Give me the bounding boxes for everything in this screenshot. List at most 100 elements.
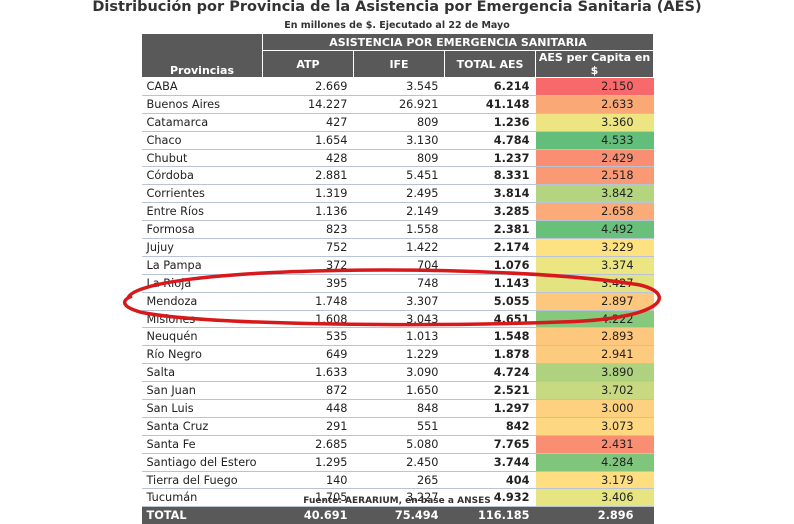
per-capita-value: 4.533 — [535, 131, 654, 150]
total-aes-value: 1.143 — [493, 276, 530, 290]
per-capita-value: 3.842 — [535, 184, 654, 203]
table-row: La Rioja 395 748 1.143 3.427 — [141, 274, 654, 293]
atp-value: 427 — [325, 115, 348, 129]
province-name: Chubut — [146, 151, 188, 165]
ife-value: 1.229 — [406, 348, 439, 362]
per-capita-value: 2.893 — [535, 327, 654, 346]
table-row: Neuquén 535 1.013 1.548 2.893 — [141, 327, 654, 346]
table-row: Entre Ríos 1.136 2.149 3.285 2.658 — [141, 202, 654, 221]
total-per-capita: 2.896 — [535, 506, 654, 524]
atp-value: 1.654 — [315, 133, 348, 147]
table-row: Buenos Aires 14.227 26.921 41.148 2.633 — [141, 95, 654, 114]
per-capita-value: 2.941 — [535, 345, 654, 364]
per-capita-value: 2.150 — [535, 77, 654, 96]
province-name: Catamarca — [146, 115, 209, 129]
per-capita-value: 2.897 — [535, 292, 654, 311]
ife-value: 3.043 — [406, 312, 439, 326]
per-capita-value: 2.518 — [535, 166, 654, 185]
atp-value: 649 — [325, 348, 348, 362]
total-aes-value: 4.651 — [493, 312, 530, 326]
atp-value: 291 — [325, 419, 348, 433]
ife-value: 1.013 — [406, 330, 439, 344]
province-name: Santa Cruz — [146, 419, 209, 433]
total-aes-value: 3.744 — [493, 455, 530, 469]
atp-value: 428 — [325, 151, 348, 165]
table-row: Jujuy 752 1.422 2.174 3.229 — [141, 238, 654, 257]
per-capita-value: 2.633 — [535, 95, 654, 114]
table-row: Corrientes 1.319 2.495 3.814 3.842 — [141, 184, 654, 203]
ife-value: 809 — [416, 151, 439, 165]
table-row: Mendoza 1.748 3.307 5.055 2.897 — [141, 292, 654, 311]
province-name: La Pampa — [146, 258, 202, 272]
atp-value: 1.705 — [315, 491, 348, 505]
table-row: Misiones 1.608 3.043 4.651 4.222 — [141, 310, 654, 328]
total-aes-value: 1.548 — [493, 330, 530, 344]
total-aes-value: 1.878 — [493, 348, 530, 362]
per-capita-value: 4.284 — [535, 453, 654, 472]
atp-value: 1.748 — [315, 294, 348, 308]
per-capita-value: 3.374 — [535, 256, 654, 275]
ife-value: 3.545 — [406, 79, 439, 93]
per-capita-value: 2.429 — [535, 149, 654, 167]
atp-value: 14.227 — [307, 97, 348, 111]
report-title: Distribución por Provincia de la Asisten… — [92, 0, 702, 15]
province-name: Misiones — [146, 312, 196, 326]
total-aes-value: 3.814 — [493, 187, 530, 201]
report-subtitle: En millones de $. Ejecutado al 22 de May… — [284, 20, 510, 31]
table-row: La Pampa 372 704 1.076 3.374 — [141, 256, 654, 275]
table-row: San Luis 448 848 1.297 3.000 — [141, 399, 654, 418]
atp-value: 1.633 — [315, 366, 348, 380]
table-row: Santa Fe 2.685 5.080 7.765 2.431 — [141, 435, 654, 454]
total-aes-value: 4.932 — [493, 491, 530, 505]
atp-value: 2.669 — [315, 79, 348, 93]
atp-value: 535 — [325, 330, 348, 344]
per-capita-value: 3.406 — [535, 488, 654, 507]
province-name: San Juan — [146, 384, 196, 398]
ife-value: 3.090 — [406, 366, 439, 380]
province-name: Córdoba — [146, 169, 194, 183]
source-note: Fuente: AERARIUM, en base a ANSES — [303, 496, 491, 506]
per-capita-value: 4.222 — [535, 310, 654, 328]
ife-value: 3.130 — [406, 133, 439, 147]
header-atp: ATP — [262, 50, 354, 78]
province-name: Salta — [146, 366, 176, 380]
atp-value: 448 — [325, 401, 348, 415]
per-capita-value: 3.427 — [535, 274, 654, 293]
per-capita-value: 3.179 — [535, 471, 654, 489]
province-name: Tucumán — [146, 491, 198, 505]
atp-value: 872 — [325, 384, 348, 398]
ife-value: 704 — [416, 258, 439, 272]
total-aes-value: 1.237 — [493, 151, 530, 165]
total-aes-value: 2.521 — [493, 384, 530, 398]
ife-value: 5.451 — [406, 169, 439, 183]
province-name: Entre Ríos — [146, 205, 204, 219]
atp-value: 1.295 — [315, 455, 348, 469]
per-capita-value: 3.360 — [535, 113, 654, 132]
province-name: Neuquén — [146, 330, 198, 344]
province-name: Santiago del Estero — [146, 455, 257, 469]
table-row: CABA 2.669 3.545 6.214 2.150 — [141, 77, 654, 96]
ife-value: 265 — [416, 473, 439, 487]
ife-value: 748 — [416, 276, 439, 290]
total-ife: 75.494 — [353, 506, 445, 524]
province-name: Río Negro — [146, 348, 202, 362]
total-aes-value: 6.214 — [493, 79, 530, 93]
total-aes-value: 1.236 — [493, 115, 530, 129]
province-name: CABA — [146, 79, 178, 93]
total-row: TOTAL 40.691 75.494 116.185 2.896 — [141, 506, 654, 524]
province-name: Buenos Aires — [146, 97, 221, 111]
atp-value: 372 — [325, 258, 348, 272]
per-capita-value: 3.890 — [535, 363, 654, 382]
ife-value: 2.495 — [406, 187, 439, 201]
per-capita-value: 3.702 — [535, 381, 654, 400]
aes-distribution-table: Provincias ASISTENCIA POR EMERGENCIA SAN… — [141, 33, 655, 524]
per-capita-value: 2.658 — [535, 202, 654, 221]
total-aes-value: 2.381 — [493, 223, 530, 237]
ife-value: 551 — [416, 419, 439, 433]
total-aes-value: 1.076 — [493, 258, 530, 272]
ife-value: 2.450 — [406, 455, 439, 469]
province-name: Tierra del Fuego — [146, 473, 238, 487]
per-capita-value: 3.229 — [535, 238, 654, 257]
table-row: Chubut 428 809 1.237 2.429 — [141, 149, 654, 167]
atp-value: 2.685 — [315, 437, 348, 451]
